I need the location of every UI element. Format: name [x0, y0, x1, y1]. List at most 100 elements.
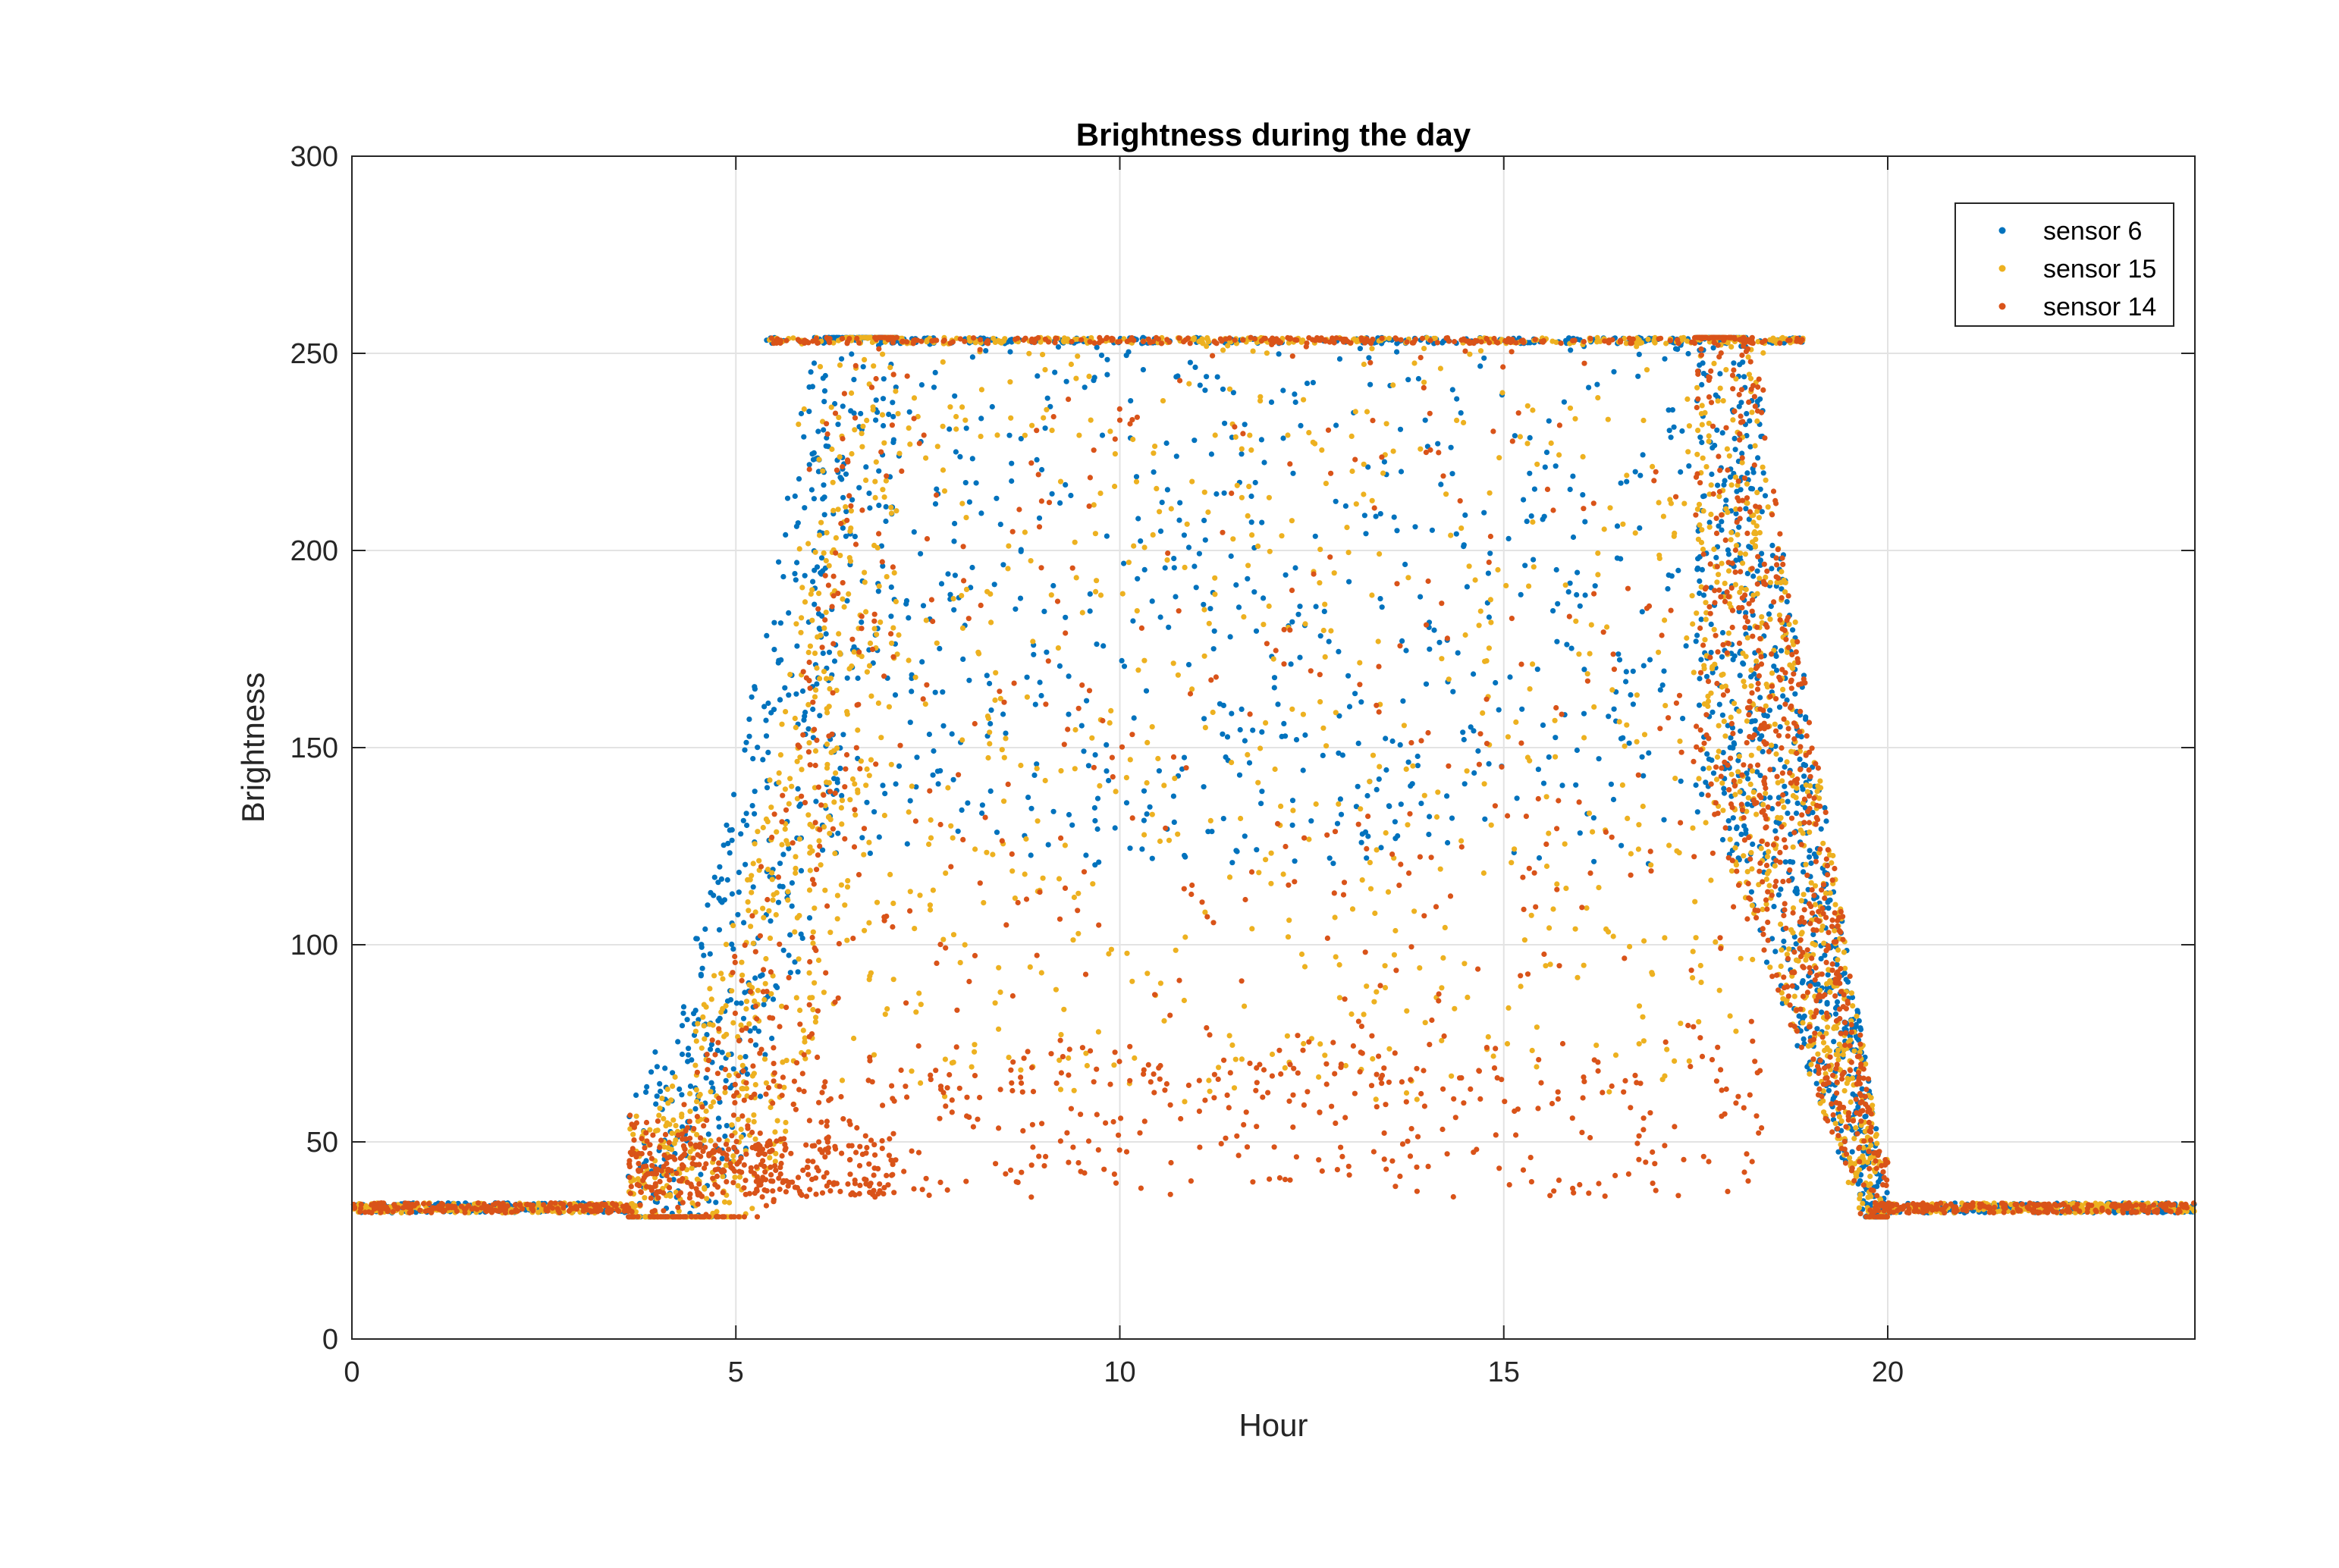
data-point	[808, 369, 814, 375]
data-point	[1197, 551, 1202, 557]
data-point	[1801, 892, 1807, 897]
data-point	[669, 1146, 674, 1152]
data-point	[1722, 791, 1727, 796]
data-point	[695, 936, 700, 942]
data-point	[799, 932, 804, 937]
data-point	[909, 1068, 914, 1074]
data-point	[1714, 579, 1719, 585]
data-point	[806, 740, 812, 745]
data-point	[1289, 707, 1295, 712]
data-point	[812, 360, 817, 365]
data-point	[876, 503, 881, 508]
data-point	[1754, 419, 1760, 424]
data-point	[1475, 748, 1480, 754]
data-point	[753, 1082, 758, 1087]
data-point	[1826, 972, 1831, 977]
data-point	[943, 870, 948, 876]
data-point	[877, 834, 882, 839]
data-point	[1737, 779, 1742, 784]
data-point	[1000, 747, 1005, 752]
data-point	[673, 1123, 679, 1128]
data-point	[1008, 416, 1013, 421]
data-point	[1157, 768, 1162, 773]
data-point	[1767, 616, 1772, 622]
data-point	[1272, 675, 1277, 680]
data-point	[1745, 776, 1750, 782]
data-point	[813, 1019, 818, 1024]
data-point	[1684, 635, 1689, 641]
data-point	[1220, 387, 1226, 392]
data-point	[724, 1078, 729, 1083]
data-point	[1007, 379, 1013, 384]
data-point	[1700, 456, 1706, 461]
data-point	[1410, 764, 1415, 769]
data-point	[884, 504, 889, 510]
data-point	[1423, 418, 1428, 423]
data-point	[1100, 433, 1105, 438]
data-point	[1335, 821, 1340, 826]
data-point	[1525, 403, 1531, 409]
data-point	[1677, 739, 1682, 744]
data-point	[843, 509, 849, 514]
data-point	[1056, 645, 1061, 651]
data-point	[1807, 829, 1812, 835]
data-point	[1703, 616, 1709, 622]
data-point	[1339, 812, 1344, 817]
data-point	[1311, 380, 1316, 385]
data-point	[1355, 784, 1361, 789]
data-point	[1164, 441, 1170, 446]
data-point	[679, 1114, 684, 1119]
data-point	[1487, 614, 1492, 619]
data-point	[1317, 547, 1323, 552]
data-point	[1487, 491, 1493, 496]
data-point	[1323, 481, 1329, 486]
data-point	[1091, 378, 1096, 383]
data-point	[923, 701, 928, 707]
data-point	[1534, 1064, 1539, 1069]
data-point	[1699, 440, 1704, 445]
data-point	[752, 789, 758, 794]
data-point	[1675, 347, 1680, 352]
data-point	[644, 1084, 649, 1090]
data-point	[1822, 805, 1827, 811]
data-point	[1157, 509, 1162, 514]
data-point	[1750, 768, 1755, 773]
data-point	[892, 570, 897, 575]
data-point	[987, 591, 993, 597]
data-point	[1748, 667, 1753, 673]
data-point	[720, 1156, 725, 1162]
data-point	[1376, 638, 1381, 644]
data-point	[810, 579, 815, 585]
data-point	[1767, 707, 1772, 713]
data-point	[855, 790, 860, 795]
data-point	[880, 412, 885, 418]
data-point	[914, 754, 919, 760]
data-point	[1093, 752, 1098, 757]
data-point	[1072, 766, 1078, 771]
data-point	[821, 399, 827, 404]
data-point	[1554, 639, 1559, 644]
data-point	[787, 672, 793, 677]
data-point	[1462, 781, 1468, 786]
data-point	[1023, 836, 1028, 842]
data-point	[742, 989, 747, 995]
data-point	[1708, 877, 1713, 883]
data-point	[1522, 937, 1527, 942]
data-point	[1079, 723, 1085, 729]
data-point	[1066, 812, 1072, 817]
data-point	[752, 1119, 757, 1124]
data-point	[750, 803, 755, 808]
data-point	[1628, 692, 1633, 698]
data-point	[729, 942, 734, 947]
data-point	[680, 1011, 686, 1016]
data-point	[1191, 563, 1197, 569]
data-point	[874, 397, 879, 403]
data-point	[689, 1165, 695, 1171]
data-point	[1186, 544, 1191, 550]
data-point	[1719, 684, 1725, 689]
data-point	[717, 864, 722, 870]
data-point	[1092, 818, 1097, 823]
data-point	[535, 1209, 541, 1215]
data-point	[776, 900, 781, 905]
